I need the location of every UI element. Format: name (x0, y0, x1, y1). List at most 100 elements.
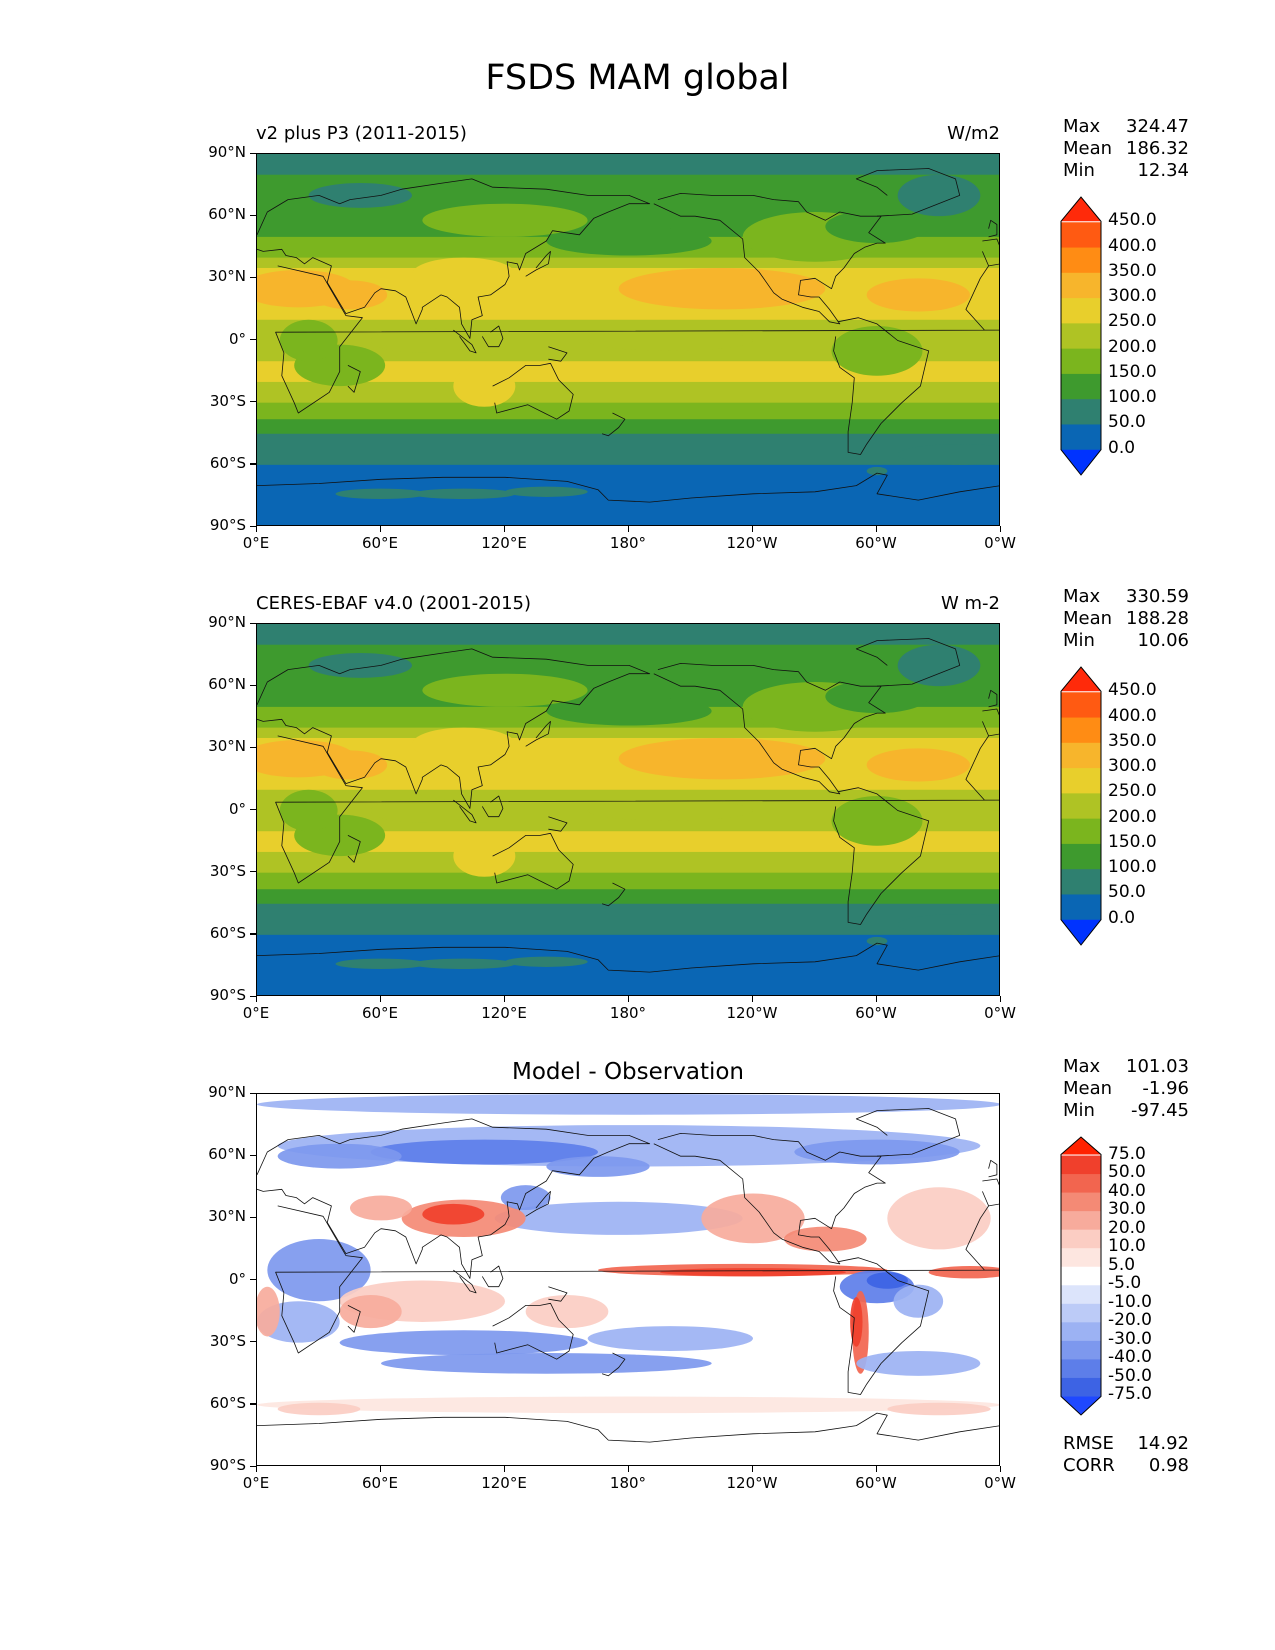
field-region (897, 444, 999, 465)
field-region (339, 1330, 588, 1356)
colorbar-tick-label: 5.0 (1108, 1254, 1136, 1275)
x-tick (751, 996, 753, 1002)
map-plot (256, 1093, 1000, 1466)
y-tick-label: 30°N (208, 267, 246, 286)
field-region (279, 319, 338, 362)
coastline (257, 648, 651, 809)
colorbar-segment (1061, 818, 1101, 845)
x-tick (255, 996, 257, 1002)
stat-row: CORR 0.98 (1063, 1455, 1189, 1477)
map-canvas (257, 154, 999, 525)
coastline (347, 835, 361, 863)
coastline (988, 219, 998, 238)
field-band (257, 381, 999, 404)
map-plot (256, 153, 1000, 526)
coastline (982, 708, 999, 737)
x-tick-label: 60°W (855, 1474, 897, 1492)
field-band (257, 299, 999, 321)
y-tick (250, 995, 256, 997)
field-region (897, 174, 981, 217)
y-tick-label: 0° (228, 329, 246, 348)
panel-title-left: v2 plus P3 (2011-2015) (256, 123, 467, 144)
x-tick (627, 526, 629, 532)
colorbar-segment (1061, 692, 1101, 719)
x-tick-label: 0°E (242, 1474, 270, 1492)
colorbar-segment (1061, 1322, 1101, 1342)
coastline (982, 238, 999, 267)
field-region (339, 1295, 402, 1329)
coastline (601, 412, 626, 437)
colorbar-segment (1061, 1211, 1101, 1231)
y-tick (250, 152, 256, 154)
x-tick (503, 526, 505, 532)
x-tick (999, 1466, 1001, 1472)
y-tick (250, 1092, 256, 1094)
field-region (850, 1297, 863, 1347)
colorbar-segment (1061, 742, 1101, 769)
coastline (257, 1118, 651, 1279)
coastline (453, 799, 477, 824)
colorbar-tick-label: 40.0 (1108, 1180, 1146, 1201)
colorbar-segment (1061, 197, 1101, 222)
coastlines (257, 1108, 999, 1443)
field-region (525, 1295, 609, 1329)
rmse-corr-block: RMSE 14.92 CORR 0.98 (1063, 1433, 1189, 1477)
x-tick-label: 60°E (361, 1004, 399, 1022)
x-tick-label: 60°W (855, 534, 897, 552)
y-tick-label: 0° (228, 1269, 246, 1288)
field-band (257, 624, 999, 646)
field-region (866, 278, 970, 312)
field-region (370, 328, 474, 353)
field-band (257, 402, 999, 420)
colorbar-segment (1061, 348, 1101, 375)
coastline (653, 1133, 886, 1265)
colorbar-tick-label: 0.0 (1108, 907, 1136, 928)
x-tick (875, 526, 877, 532)
coastline (525, 721, 551, 747)
coastline (653, 663, 886, 795)
field-region (257, 1286, 280, 1337)
colorbar-segment (1061, 1266, 1101, 1286)
stat-row: Max 101.03 (1063, 1056, 1189, 1078)
colorbar-outline (1060, 666, 1102, 946)
coastline (833, 787, 930, 925)
y-tick (250, 746, 256, 749)
coastline (833, 317, 930, 455)
colorbar-tick-label: -5.0 (1108, 1273, 1142, 1294)
coastline (525, 1191, 551, 1217)
y-tick (250, 463, 256, 465)
y-tick (250, 1216, 256, 1219)
x-tick-label: 60°W (855, 1004, 897, 1022)
field-band (257, 872, 999, 890)
x-tick (627, 1466, 629, 1472)
y-tick (250, 1465, 256, 1467)
field-region (660, 1268, 846, 1277)
colorbar-segment (1061, 247, 1101, 274)
y-tick-label: 90°N (208, 143, 246, 161)
field-region (412, 958, 516, 970)
x-tick (751, 1466, 753, 1472)
y-tick-label: 90°S (209, 986, 246, 1004)
panel-3: Model - Observation 90°N 60°N 30°N 0° 30°S 60°… (0, 0, 1275, 1492)
x-tick (503, 996, 505, 1002)
colorbar-segment (1061, 667, 1101, 692)
colorbar-segment (1061, 717, 1101, 744)
field-region (866, 748, 970, 782)
colorbar-segment (1061, 1192, 1101, 1212)
stat-label: Mean (1063, 1078, 1113, 1099)
stat-row: RMSE 14.92 (1063, 1433, 1189, 1455)
x-tick-label: 120°E (481, 1004, 527, 1022)
y-tick-label: 60°N (208, 1145, 246, 1164)
stat-label: Mean (1063, 138, 1113, 159)
y-tick-label: 90°S (209, 516, 246, 534)
x-tick-label: 0°W (984, 1004, 1016, 1022)
x-tick (379, 996, 381, 1002)
colorbar-tick-label: 400.0 (1108, 235, 1157, 256)
field-region (825, 209, 929, 244)
field-region (794, 1139, 960, 1165)
x-tick (255, 1466, 257, 1472)
colorbar-segment (1061, 449, 1101, 475)
y-tick-label: 0° (228, 799, 246, 818)
colorbar-tick-label: 400.0 (1108, 705, 1157, 726)
colorbar (1060, 196, 1102, 476)
